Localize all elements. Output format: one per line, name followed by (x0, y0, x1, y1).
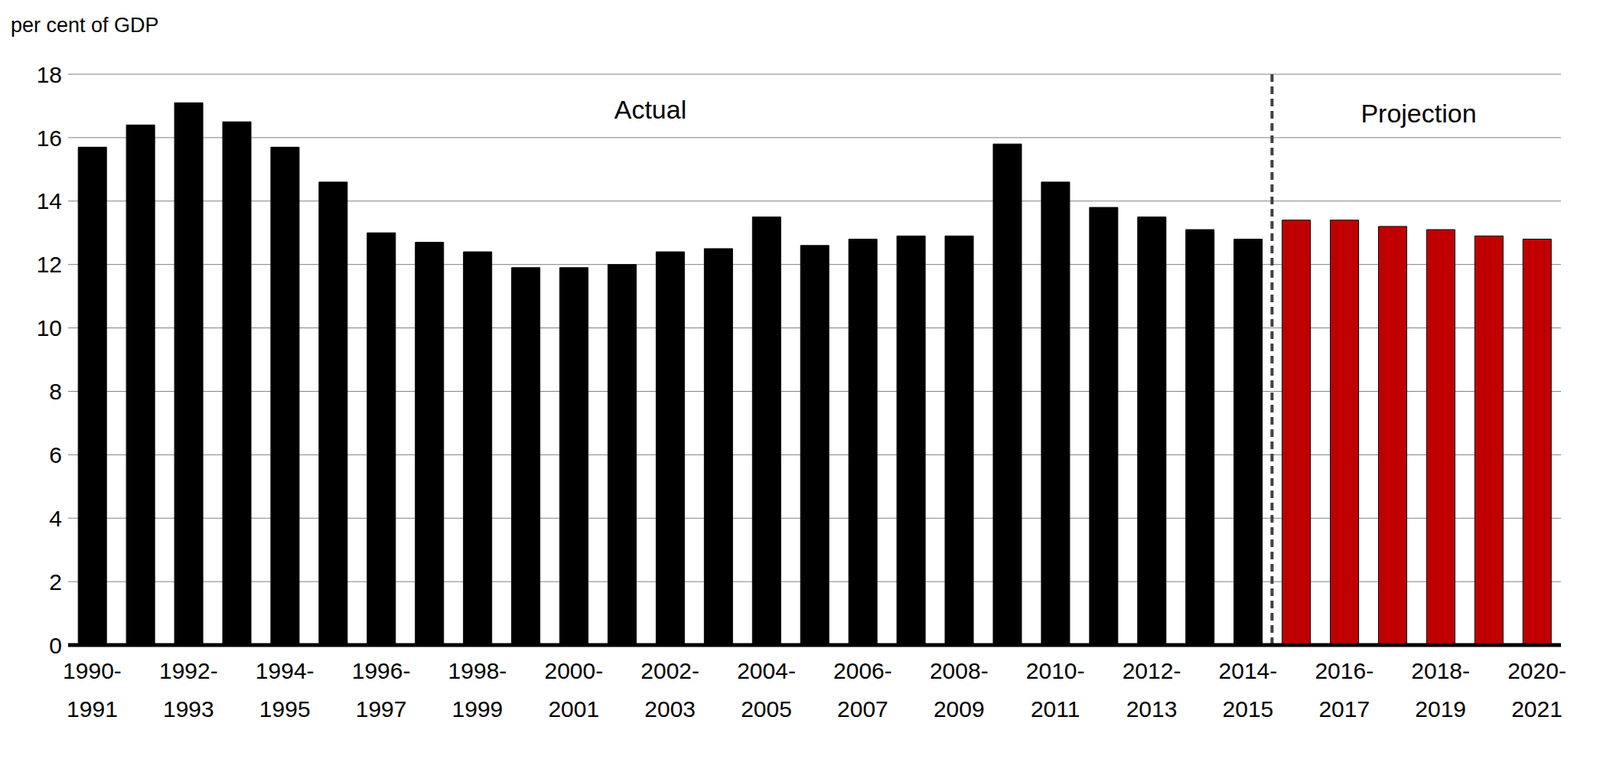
svg-text:2006-: 2006- (833, 658, 893, 684)
svg-text:16: 16 (36, 125, 62, 151)
svg-text:2004-: 2004- (736, 658, 796, 684)
svg-text:2000-: 2000- (544, 658, 603, 684)
html-text:per cent of GDP: per cent of GDP (10, 13, 159, 37)
svg-text:1992-: 1992- (159, 658, 219, 684)
svg-text:6: 6 (48, 442, 62, 468)
svg-text:2018-: 2018- (1410, 658, 1470, 684)
svg-text:2014-: 2014- (1218, 658, 1278, 684)
svg-text:2020-: 2020- (1507, 658, 1567, 684)
svg-text:2008-: 2008- (929, 658, 989, 684)
svg-text:2007: 2007 (837, 696, 889, 722)
svg-text:2009: 2009 (933, 696, 985, 722)
svg-text:1998-: 1998- (448, 658, 508, 684)
svg-text:2013: 2013 (1126, 696, 1178, 722)
html-text:Projection: Projection (1360, 98, 1477, 128)
svg-text:1999: 1999 (452, 696, 504, 722)
svg-text:2015: 2015 (1222, 696, 1275, 722)
svg-text:2002-: 2002- (640, 658, 700, 684)
html-text:Actual: Actual (614, 94, 687, 124)
svg-text:2019: 2019 (1414, 696, 1467, 722)
svg-text:2017: 2017 (1318, 696, 1370, 722)
svg-text:2021: 2021 (1511, 696, 1563, 722)
svg-text:12: 12 (36, 251, 62, 277)
svg-text:14: 14 (36, 188, 62, 214)
svg-text:2005: 2005 (740, 696, 792, 722)
svg-text:10: 10 (36, 315, 62, 341)
svg-text:0: 0 (48, 632, 62, 659)
svg-text:2001: 2001 (547, 696, 600, 722)
svg-text:2: 2 (48, 569, 62, 595)
svg-text:2016-: 2016- (1314, 658, 1374, 684)
svg-text:1996-: 1996- (351, 658, 411, 684)
svg-text:18: 18 (36, 61, 62, 88)
svg-text:8: 8 (48, 378, 62, 405)
svg-text:2010-: 2010- (1026, 658, 1086, 684)
svg-text:1995: 1995 (259, 696, 311, 722)
svg-text:2012-: 2012- (1122, 658, 1182, 684)
svg-text:1991: 1991 (66, 696, 118, 722)
svg-text:1994-: 1994- (255, 658, 315, 684)
svg-text:1993: 1993 (162, 696, 215, 722)
svg-text:1997: 1997 (355, 696, 408, 722)
svg-text:1990-: 1990- (62, 658, 122, 684)
svg-text:2011: 2011 (1030, 696, 1081, 722)
svg-text:4: 4 (48, 505, 62, 532)
svg-text:2003: 2003 (644, 696, 696, 722)
